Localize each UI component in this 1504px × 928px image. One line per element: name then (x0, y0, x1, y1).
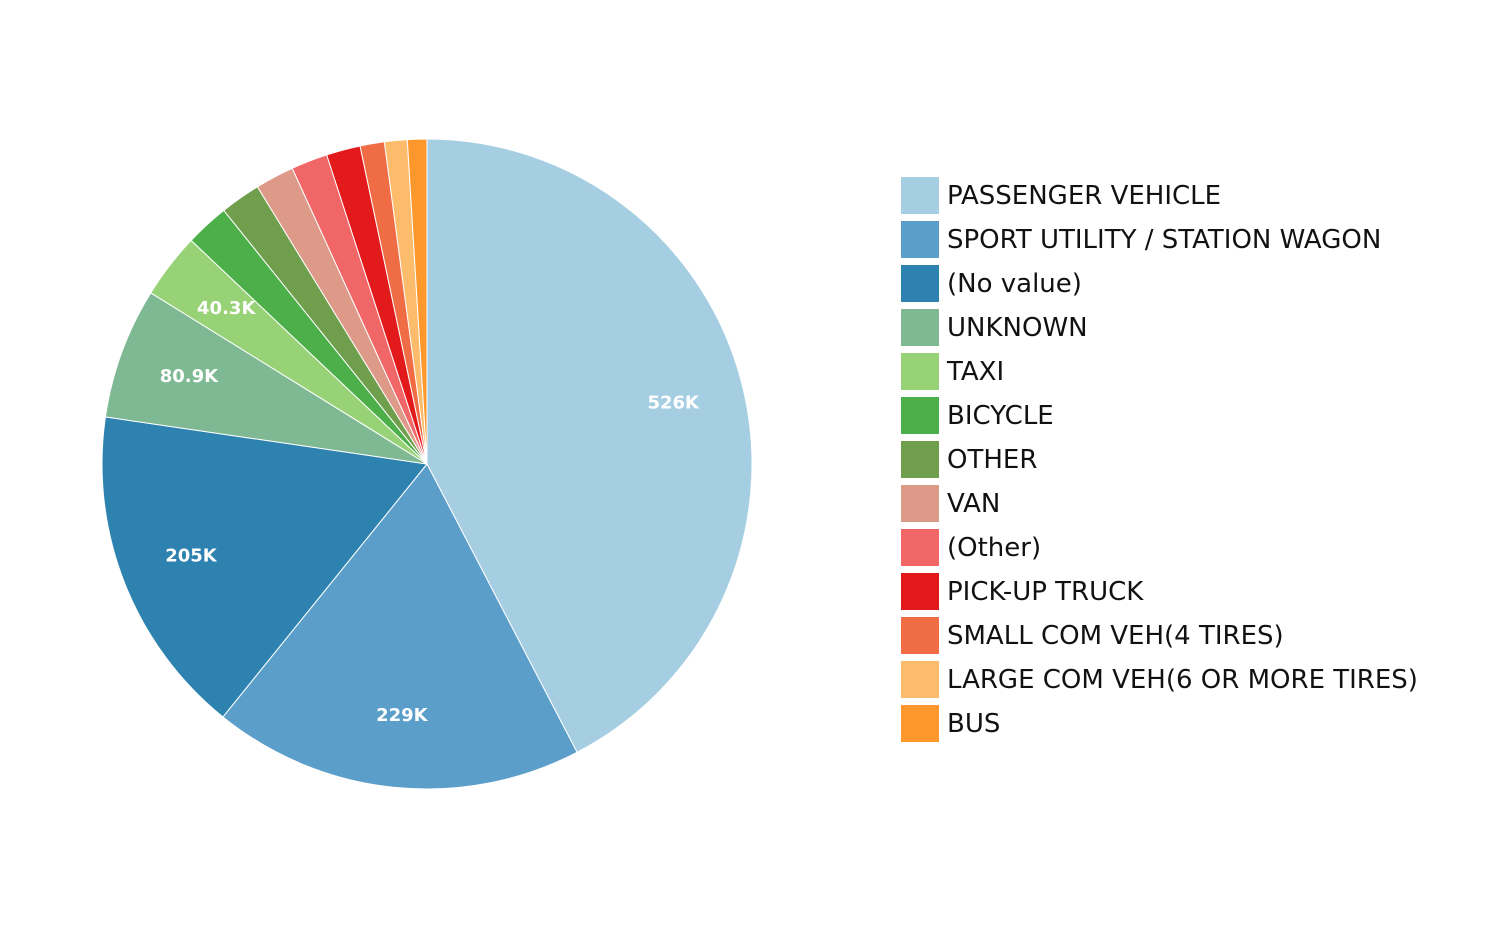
legend-swatch[interactable] (901, 485, 939, 522)
pie-slice-2[interactable] (101, 416, 428, 718)
pie-slices (101, 138, 753, 790)
slice-value-label: 229K (376, 705, 429, 726)
legend-swatch[interactable] (901, 221, 939, 258)
legend-swatch[interactable] (901, 529, 939, 566)
legend-swatch[interactable] (901, 617, 939, 654)
legend-label[interactable]: PICK-UP TRUCK (947, 577, 1144, 607)
pie-slice-3[interactable] (104, 292, 428, 465)
legend-swatch[interactable] (901, 573, 939, 610)
pie-slice-0[interactable] (426, 138, 753, 753)
legend-label[interactable]: SPORT UTILITY / STATION WAGON (947, 225, 1381, 255)
legend-swatch[interactable] (901, 177, 939, 214)
legend-label[interactable]: (No value) (947, 269, 1082, 299)
pie-slice-12[interactable] (406, 138, 428, 465)
legend-swatch[interactable] (901, 661, 939, 698)
slice-value-label: 526K (647, 393, 700, 414)
pie-slice-1[interactable] (222, 463, 578, 790)
legend-label[interactable]: (Other) (947, 533, 1041, 563)
legend-swatch[interactable] (901, 353, 939, 390)
legend: PASSENGER VEHICLE SPORT UTILITY / STATION… (901, 177, 1418, 742)
legend-swatch[interactable] (901, 309, 939, 346)
legend-label[interactable]: LARGE COM VEH(6 OR MORE TIRES) (947, 665, 1418, 695)
legend-label[interactable]: BUS (947, 709, 1000, 739)
legend-label[interactable]: OTHER (947, 445, 1037, 475)
legend-label[interactable]: PASSENGER VEHICLE (947, 181, 1221, 211)
legend-label[interactable]: TAXI (946, 357, 1004, 387)
slice-value-label: 205K (165, 545, 218, 566)
legend-swatch[interactable] (901, 397, 939, 434)
pie-slice-labels: 526K 229K 205K 80.9K 40.3K (160, 298, 700, 726)
legend-label[interactable]: VAN (947, 489, 1000, 519)
legend-label[interactable]: UNKNOWN (947, 313, 1088, 343)
slice-value-label: 40.3K (197, 298, 256, 319)
legend-swatch[interactable] (901, 265, 939, 302)
legend-swatch[interactable] (901, 441, 939, 478)
legend-swatch[interactable] (901, 705, 939, 742)
legend-label[interactable]: SMALL COM VEH(4 TIRES) (947, 621, 1284, 651)
slice-value-label: 80.9K (160, 366, 219, 387)
legend-label[interactable]: BICYCLE (947, 401, 1054, 431)
